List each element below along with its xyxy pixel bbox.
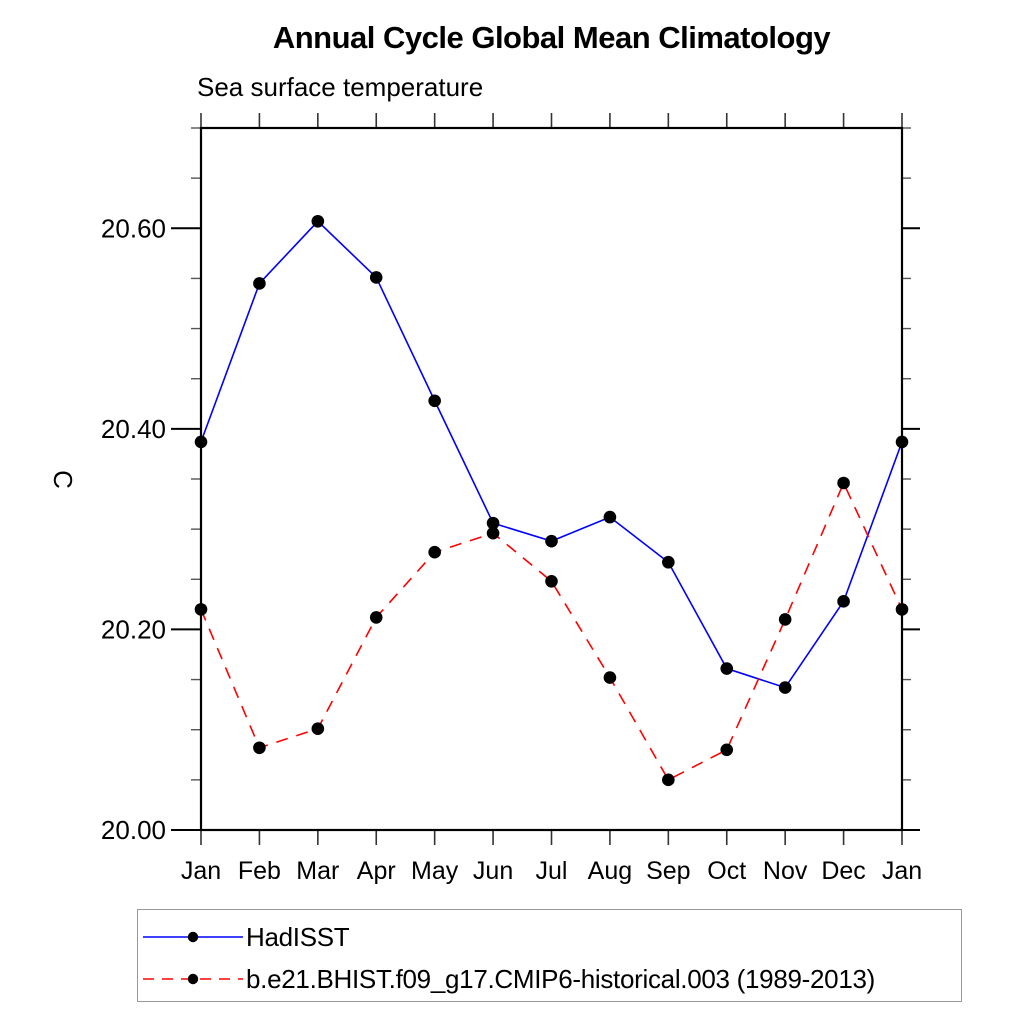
series-1-marker — [545, 574, 558, 588]
y-tick-label: 20.20 — [101, 614, 166, 644]
series-1-marker — [428, 545, 441, 559]
x-tick-label: Oct — [707, 857, 746, 885]
series-0-marker — [311, 214, 325, 228]
series-0-marker — [837, 595, 850, 608]
x-tick-label: Sep — [646, 857, 690, 885]
series-1-marker — [837, 476, 850, 490]
x-tick-label: Feb — [238, 857, 281, 885]
series-line-1 — [200, 481, 903, 781]
series-1-marker — [369, 611, 383, 624]
x-tick-label: May — [411, 857, 459, 885]
series-0-marker — [778, 681, 792, 694]
x-tick-label: Apr — [357, 857, 396, 885]
series-1-marker — [194, 603, 208, 616]
legend-line-sample-solid — [143, 931, 243, 943]
series-0-marker — [720, 662, 734, 675]
series-1-marker — [778, 613, 792, 626]
series-0-marker — [194, 435, 208, 449]
x-tick-label: Mar — [296, 857, 339, 885]
series-0-marker — [545, 534, 558, 548]
series-1-marker — [662, 773, 675, 787]
series-1-marker — [603, 671, 617, 684]
y-tick-label: 20.40 — [101, 414, 166, 444]
legend-label-model: b.e21.BHIST.f09_g17.CMIP6-historical.003… — [246, 964, 875, 994]
chart-title: Annual Cycle Global Mean Climatology — [272, 20, 831, 55]
series-0-marker — [662, 555, 675, 569]
series-0-marker — [428, 394, 441, 408]
series-0-marker — [486, 516, 500, 530]
x-tick-label: Jan — [882, 857, 922, 885]
series-0-marker — [895, 435, 909, 449]
legend-marker-dot — [187, 931, 199, 943]
legend-row-model: b.e21.BHIST.f09_g17.CMIP6-historical.003… — [138, 958, 961, 1000]
legend-marker-dot — [187, 973, 199, 985]
x-tick-label: Jun — [473, 857, 513, 885]
x-tick-label: Jan — [181, 857, 221, 885]
x-tick-label: Nov — [763, 857, 808, 885]
series-1-marker — [895, 603, 909, 616]
series-1-marker — [486, 526, 500, 540]
x-tick-label: Jul — [536, 857, 568, 885]
series-1-marker — [720, 743, 734, 757]
series-0-marker — [603, 510, 617, 524]
legend-line-sample-dashed — [143, 973, 243, 985]
chart-subtitle: Sea surface temperature — [197, 72, 484, 102]
series-0-marker — [253, 277, 266, 290]
series-1-marker — [311, 722, 325, 736]
x-tick-label: Aug — [588, 857, 632, 885]
legend-label-hadisst: HadISST — [246, 922, 350, 952]
y-tick-label: 20.00 — [101, 815, 166, 845]
y-tick-label: 20.60 — [101, 213, 166, 243]
x-tick-label: Dec — [821, 857, 865, 885]
legend-box: HadISST b.e21.BHIST.f09_g17.CMIP6-histor… — [137, 909, 962, 1002]
legend-row-hadisst: HadISST — [138, 916, 961, 958]
plot-frame — [199, 126, 904, 832]
series-1-marker — [253, 741, 266, 755]
series-line-0 — [200, 220, 903, 689]
series-0-marker — [369, 271, 383, 284]
